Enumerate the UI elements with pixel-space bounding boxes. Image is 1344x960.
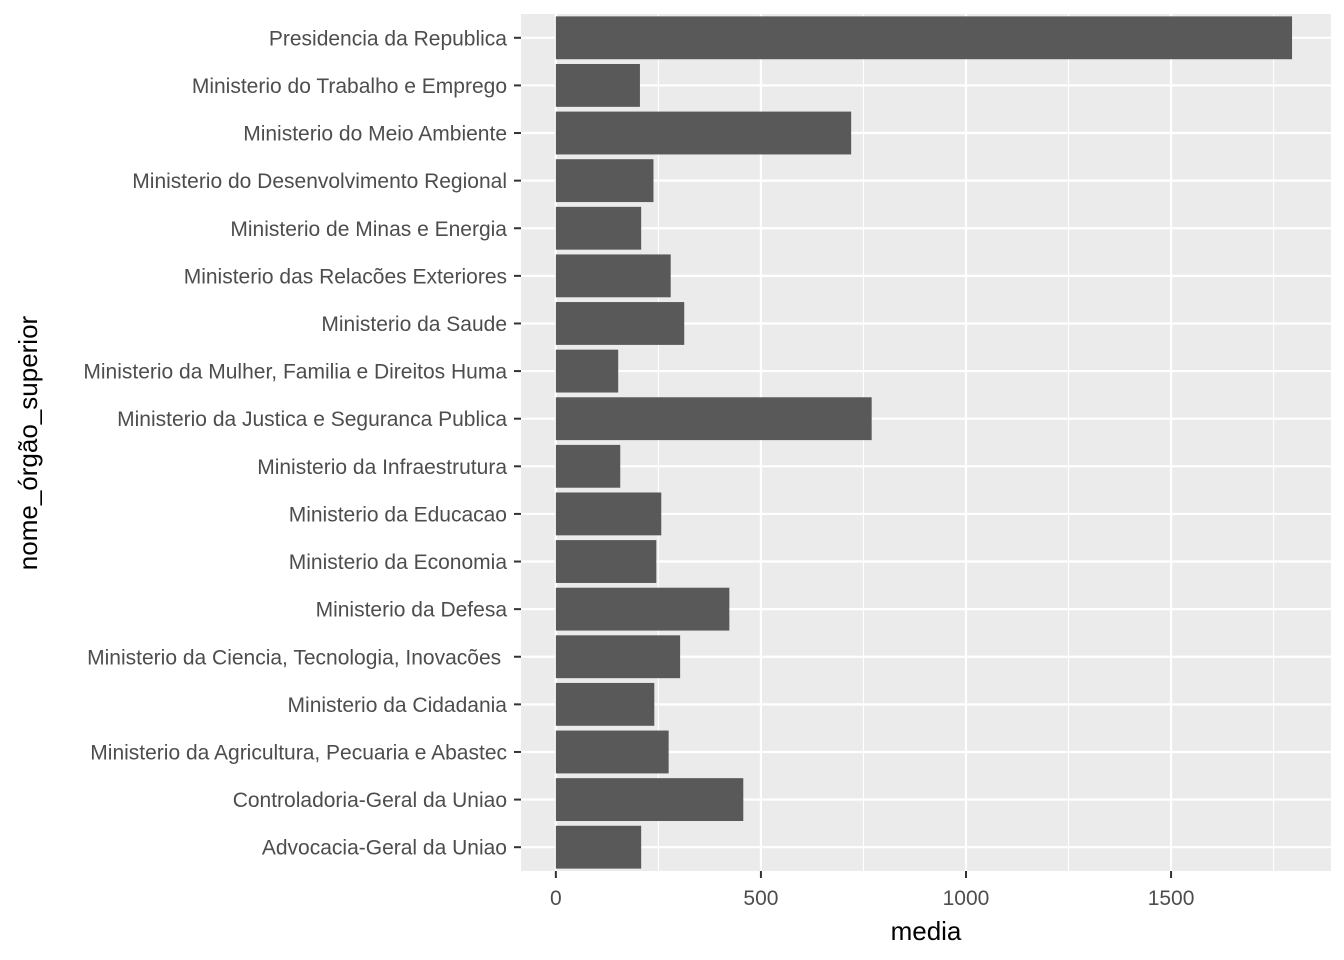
y-tick-label: Ministerio da Cidadania [288, 694, 508, 717]
x-tick-label: 500 [743, 887, 778, 910]
x-tick-label: 1000 [943, 887, 990, 910]
bar [555, 111, 852, 155]
bar [555, 444, 621, 488]
bar [555, 16, 1293, 60]
bar [555, 254, 671, 298]
bar [555, 540, 657, 583]
y-axis-title: nome_órgão_superior [13, 315, 43, 570]
y-tick-label: Advocacia-Geral da Uniao [262, 837, 507, 860]
y-tick-label: Ministerio da Educacao [289, 503, 507, 526]
y-tick-label: Ministerio das Relacões Exteriores [184, 265, 507, 288]
x-axis-ticks: 0 500 1000 1500 [550, 871, 1194, 910]
bar [555, 302, 685, 345]
bar [555, 349, 619, 393]
bar [555, 682, 655, 726]
y-tick-label: Ministerio da Mulher, Familia e Direitos… [83, 361, 507, 384]
y-tick-label: Ministerio do Trabalho e Emprego [192, 75, 507, 98]
bar [555, 397, 872, 441]
y-tick-label: Ministerio do Desenvolvimento Regional [132, 170, 507, 193]
y-tick-label: Ministerio da Agricultura, Pecuaria e Ab… [90, 741, 507, 764]
y-tick-label: Ministerio da Ciencia, Tecnologia, Inova… [87, 646, 507, 669]
bars [555, 16, 1293, 869]
bar [555, 492, 662, 536]
bar [555, 63, 640, 107]
y-tick-label: Ministerio de Minas e Energia [230, 218, 507, 241]
y-tick-label: Ministerio da Economia [289, 551, 508, 574]
y-tick-label: Ministerio da Infraestrutura [257, 456, 507, 479]
y-tick-label: Ministerio da Justica e Seguranca Public… [117, 408, 507, 431]
bar [555, 587, 730, 631]
bar [555, 825, 642, 869]
bar [555, 206, 642, 250]
y-axis-ticks: Presidencia da Republica Ministerio do Tr… [83, 27, 521, 860]
y-tick-label: Controladoria-Geral da Uniao [233, 789, 507, 812]
x-axis-title: media [891, 916, 962, 946]
bar [555, 635, 681, 679]
y-tick-label: Presidencia da Republica [269, 27, 507, 50]
y-tick-label: Ministerio da Saude [321, 313, 507, 336]
bar [555, 159, 654, 203]
x-tick-label: 1500 [1148, 887, 1195, 910]
bar [555, 730, 669, 774]
y-tick-label: Ministerio do Meio Ambiente [243, 123, 507, 146]
y-tick-label: Ministerio da Defesa [316, 599, 508, 622]
x-tick-label: 0 [550, 887, 562, 910]
bar [555, 778, 744, 822]
plot-panel [521, 14, 1331, 871]
